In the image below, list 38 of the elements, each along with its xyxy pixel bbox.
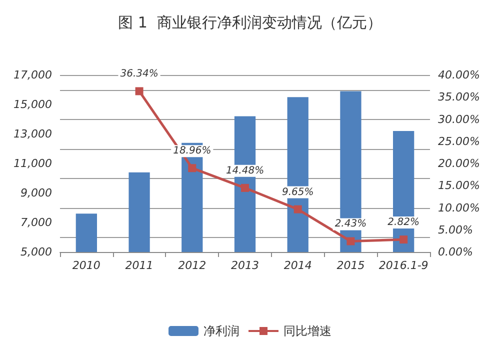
- y-tick-label: 9,000: [20, 186, 52, 200]
- x-tick-label: 2014: [284, 259, 312, 272]
- y2-tick-label: 40.00%: [438, 68, 480, 82]
- y-tick-label: 13,000: [14, 128, 52, 140]
- x-tick-label: 2012: [178, 259, 206, 272]
- x-tick-label: 2010: [72, 259, 100, 272]
- data-label: 36.34%: [120, 68, 158, 80]
- legend-label: 同比增速: [284, 324, 332, 338]
- y-tick-label: 5,000: [20, 246, 52, 258]
- x-tick-label: 2016.1-9: [378, 259, 428, 272]
- data-label: 18.96%: [173, 146, 212, 157]
- y-tick-label: 15,000: [14, 98, 52, 111]
- legend-label: 净利润: [204, 324, 240, 338]
- x-tick-label: 2011: [125, 259, 154, 272]
- y2-tick-label: 0.00%: [438, 246, 473, 258]
- x-tick-label: 2013: [231, 259, 259, 272]
- point: [400, 236, 408, 244]
- y-tick-label: 17,000: [14, 68, 52, 82]
- y2-tick-label: 20.00%: [438, 157, 480, 170]
- y-tick-label: 7,000: [20, 216, 52, 229]
- data-label: 14.48%: [226, 165, 264, 176]
- y2-tick-label: 35.00%: [438, 90, 480, 104]
- x-tick-label: 2015: [336, 259, 365, 272]
- y-tick-label: 11,000: [14, 157, 52, 170]
- chart-title: 图 1 商业银行净利润变动情况（亿元）: [118, 14, 382, 32]
- data-label: 2.43%: [334, 218, 367, 230]
- point: [135, 87, 144, 96]
- point: [241, 184, 249, 192]
- point: [346, 237, 355, 246]
- y2-tick-label: 25.00%: [438, 134, 480, 148]
- data-label: 9.65%: [282, 186, 314, 198]
- data-label: 2.82%: [388, 217, 420, 228]
- y2-tick-label: 10.00%: [438, 201, 480, 214]
- y2-tick-label: 15.00%: [438, 179, 480, 192]
- point: [188, 164, 196, 172]
- y2-tick-label: 30.00%: [438, 112, 480, 126]
- point: [294, 205, 302, 214]
- y2-tick-label: 5.00%: [438, 223, 473, 236]
